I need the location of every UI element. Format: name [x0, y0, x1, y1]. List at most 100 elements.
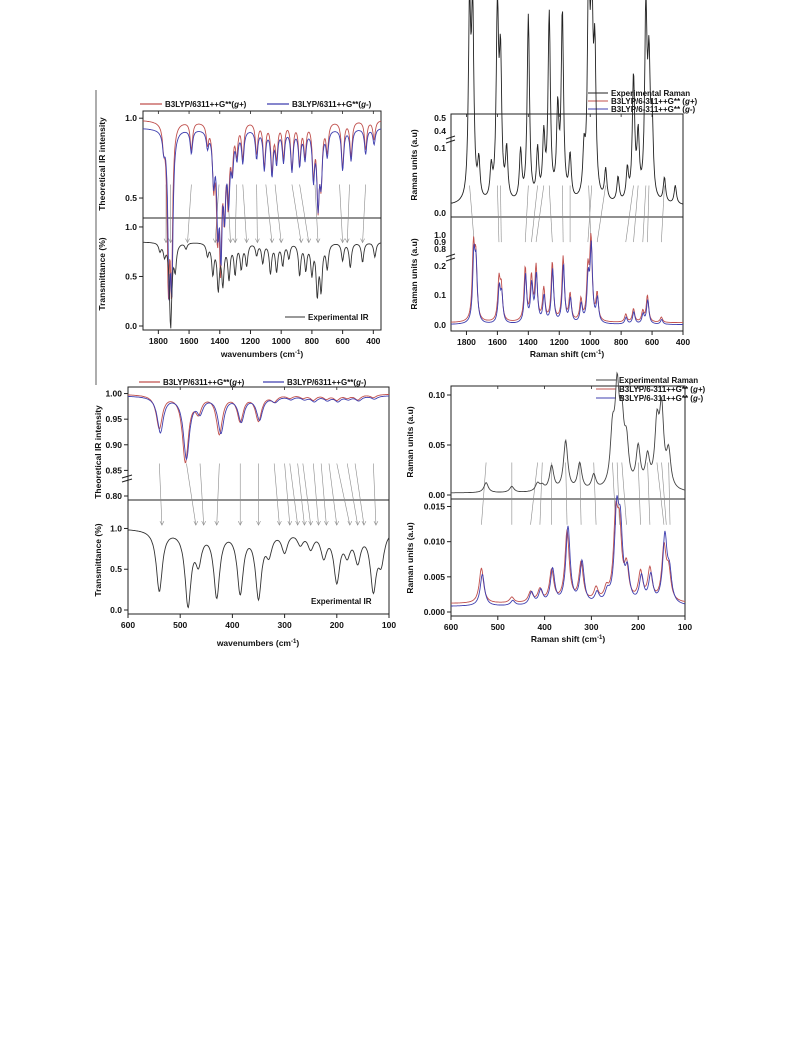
x-tick-label: 100: [382, 620, 396, 630]
x-tick-label: 600: [336, 336, 350, 346]
connector-line: [593, 462, 597, 525]
y-tick-label: 0.005: [424, 572, 446, 582]
x-tick-label: 1000: [272, 336, 291, 346]
connector-line: [647, 185, 650, 243]
x-tick-label: 600: [121, 620, 135, 630]
connector-arrow: [193, 520, 199, 526]
connector-line: [328, 463, 338, 526]
series-line: [451, 371, 686, 494]
raman-low-upper-ylabel: Raman units (a.u): [405, 406, 415, 477]
connector-line: [336, 463, 351, 526]
connector-line: [469, 185, 475, 243]
raman-high-ytick-04: 0.4: [434, 126, 446, 136]
series-line: [451, 495, 686, 607]
connector-line: [354, 463, 365, 526]
connector-arrow: [302, 520, 307, 526]
connector-line: [530, 462, 538, 525]
raman-low-xlabel: Raman shift (cm-1): [531, 634, 605, 644]
y-tick-label: 0.5: [110, 564, 122, 574]
raman-low-legend-exp: Experimental Raman: [619, 376, 698, 385]
raman-high-lower-ytick-02: 0.2: [434, 261, 446, 271]
ir-low-xlabel: wavenumbers (cm-1): [216, 638, 300, 648]
connector-line: [346, 463, 358, 526]
connector-line: [633, 185, 639, 243]
y-tick-label: 0.85: [105, 465, 122, 475]
y-tick-label: 0.000: [424, 607, 446, 617]
raman-high-ytick-05: 0.5: [434, 113, 446, 123]
connector-arrow: [201, 520, 206, 526]
series-line: [142, 120, 382, 300]
series-line: [143, 241, 382, 329]
connector-arrow: [214, 520, 220, 526]
connector-arrow: [340, 238, 345, 244]
connector-line: [548, 185, 553, 243]
connector-arrow: [306, 238, 312, 244]
raman-high-upper-axis-break: [445, 135, 456, 144]
connector-arrow: [185, 238, 190, 244]
connector-line: [265, 184, 273, 243]
panel-raman-low: Experimental Raman B3LYP/6-311++G** (g+)…: [405, 371, 706, 644]
raman-low-lower-ylabel: Raman units (a.u): [405, 522, 415, 593]
panel-raman-high: Experimental Raman B3LYP/6-311++G** (g+)…: [409, 0, 698, 359]
y-tick-label: 0.5: [125, 271, 137, 281]
x-tick-label: 200: [330, 620, 344, 630]
y-tick-label: 0.95: [105, 414, 122, 424]
connector-line: [565, 462, 568, 525]
connector-line: [187, 184, 192, 243]
series-line: [450, 0, 684, 205]
raman-high-xlabel: Raman shift (cm-1): [530, 349, 604, 359]
x-tick-label: 400: [366, 336, 380, 346]
x-tick-label: 400: [676, 337, 690, 347]
raman-high-lower-axis-break: [445, 253, 456, 262]
x-tick-label: 1400: [519, 337, 538, 347]
x-tick-label: 1800: [149, 336, 168, 346]
raman-high-connectors: [469, 185, 665, 243]
connector-line: [339, 184, 343, 243]
raman-high-lower-ytick-10: 1.0: [434, 230, 446, 240]
connector-line: [346, 184, 350, 243]
connector-line: [661, 185, 665, 243]
connector-arrow: [269, 238, 275, 244]
connector-line: [531, 185, 538, 243]
ir-high-connectors: [163, 184, 366, 244]
y-tick-label: 1.0: [125, 113, 137, 123]
raman-high-ytick-01: 0.1: [434, 143, 446, 153]
connector-line: [621, 462, 627, 525]
y-tick-label: 0.0: [125, 321, 137, 331]
connector-line: [661, 462, 667, 525]
connector-line: [579, 462, 582, 525]
y-tick-label: 1.00: [105, 389, 122, 399]
y-tick-label: 1.0: [110, 523, 122, 533]
raman-high-series: [450, 0, 684, 325]
raman-high-lower-ylabel: Raman units (a.u): [409, 238, 419, 309]
connector-line: [637, 462, 641, 525]
connector-line: [539, 462, 543, 525]
connector-arrow: [344, 238, 350, 244]
connector-line: [313, 463, 319, 526]
raman-high-lower-ytick-08: 0.8: [434, 244, 446, 254]
connector-arrow: [237, 520, 243, 526]
raman-low-legend-gminus: B3LYP/6-311++G** (g-): [619, 394, 704, 403]
raman-high-ticks: 1800 1600 1400 1200 1000 800 600 400: [457, 114, 690, 347]
series-line: [127, 395, 390, 461]
y-tick-label: 0.90: [105, 440, 122, 450]
connector-line: [642, 185, 647, 243]
connector-arrow: [212, 238, 218, 244]
raman-high-legend-gplus: B3LYP/6-311++G** (g+): [611, 97, 698, 106]
connector-arrow: [360, 238, 365, 244]
raman-high-lower-frame: [450, 216, 684, 332]
x-tick-label: 1600: [488, 337, 507, 347]
connector-arrow: [232, 238, 238, 244]
ir-low-legend-gplus: B3LYP/6311++G**(g+): [163, 378, 245, 387]
ir-high-xlabel: wavenumbers (cm-1): [220, 349, 304, 359]
ir-low-upper-ylabel: Theoretical IR intensity: [93, 405, 103, 499]
ir-low-lower-ylabel: Transmittance (%): [93, 523, 103, 596]
connector-arrow: [316, 520, 321, 526]
connector-line: [234, 184, 237, 243]
ir-high-upper-ylabel: Theoretical IR intensity: [97, 117, 107, 211]
connector-line: [497, 185, 500, 243]
x-tick-label: 600: [645, 337, 659, 347]
connector-arrow: [256, 520, 261, 526]
panel-ir-low: B3LYP/6311++G**(g+) B3LYP/6311++G**(g-) …: [93, 378, 396, 648]
